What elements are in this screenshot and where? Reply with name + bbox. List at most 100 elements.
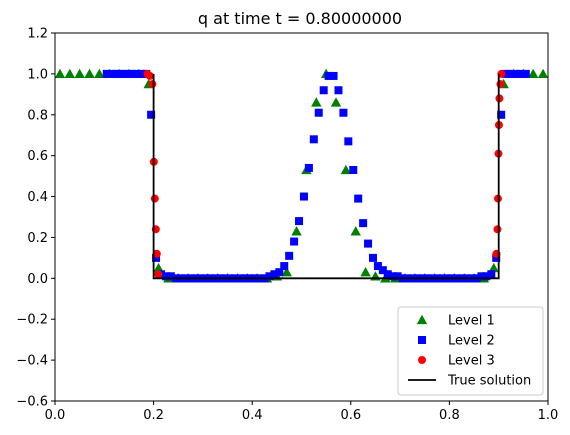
- legend-label-level-3: Level 3: [448, 354, 495, 369]
- point-level-3: [154, 270, 163, 279]
- y-tick-label: 1.2: [27, 27, 48, 42]
- point-level-3: [496, 80, 505, 89]
- point-level-2: [275, 268, 284, 277]
- y-tick-label: 0.0: [27, 272, 48, 287]
- point-level-2: [368, 253, 377, 262]
- point-level-2: [497, 110, 506, 119]
- legend-swatch-level-3: [418, 356, 426, 364]
- point-level-2: [373, 262, 382, 271]
- point-level-2: [265, 272, 274, 281]
- point-level-2: [280, 262, 289, 271]
- y-tick-label: −0.4: [16, 354, 48, 369]
- point-level-2: [295, 217, 304, 226]
- point-level-2: [319, 86, 328, 95]
- point-level-1: [311, 97, 322, 107]
- y-tick-label: 0.6: [27, 149, 48, 164]
- point-level-2: [393, 272, 402, 281]
- point-level-2: [107, 69, 116, 78]
- point-level-1: [340, 164, 352, 175]
- point-level-2: [127, 69, 136, 78]
- legend-label-level-1: Level 1: [448, 314, 495, 329]
- point-level-2: [354, 194, 363, 203]
- point-level-3: [150, 194, 159, 203]
- point-level-1: [153, 262, 164, 273]
- point-level-1: [488, 262, 499, 273]
- point-level-2: [122, 69, 131, 78]
- y-tick-label: 0.2: [27, 231, 48, 246]
- point-level-2: [314, 108, 323, 117]
- legend-swatch-level-1: [416, 314, 428, 325]
- x-tick-label: 1.0: [538, 408, 559, 423]
- point-level-2: [349, 165, 358, 174]
- x-tick-label: 0.0: [45, 408, 66, 423]
- point-level-1: [537, 68, 548, 79]
- point-level-2: [383, 270, 392, 279]
- point-level-2: [285, 251, 294, 260]
- y-tick-label: −0.2: [16, 313, 48, 328]
- point-level-2: [290, 237, 299, 246]
- point-level-2: [502, 69, 511, 78]
- point-level-2: [112, 69, 121, 78]
- point-level-3: [148, 80, 157, 89]
- point-level-2: [166, 272, 175, 281]
- legend: Level 1 Level 2 Level 3 True solution: [397, 306, 544, 396]
- x-tick-label: 0.2: [143, 408, 164, 423]
- point-level-1: [281, 267, 292, 277]
- point-level-1: [330, 97, 342, 107]
- point-level-1: [74, 68, 85, 79]
- point-level-1: [291, 226, 302, 236]
- x-tick-label: 0.6: [340, 408, 361, 423]
- series-true-solution-line: [152, 73, 500, 280]
- point-level-2: [309, 135, 318, 144]
- point-level-2: [359, 219, 368, 228]
- point-level-2: [364, 239, 373, 248]
- point-level-2: [304, 163, 313, 172]
- point-level-2: [161, 272, 170, 281]
- legend-swatch-level-2: [418, 336, 426, 344]
- x-tick-label: 0.8: [439, 408, 460, 423]
- point-level-2: [388, 272, 397, 281]
- point-level-2: [516, 69, 525, 78]
- x-tick-label: 0.4: [242, 408, 263, 423]
- point-level-2: [137, 69, 146, 78]
- point-level-2: [344, 137, 353, 146]
- point-level-2: [329, 71, 338, 80]
- point-level-2: [132, 69, 141, 78]
- point-level-2: [507, 69, 516, 78]
- y-tick-label: 0.4: [27, 190, 48, 205]
- point-level-2: [147, 110, 156, 119]
- point-level-2: [270, 270, 279, 279]
- point-level-1: [64, 68, 75, 79]
- point-level-2: [521, 69, 530, 78]
- point-level-1: [360, 267, 371, 277]
- y-tick-label: 1.0: [27, 67, 48, 82]
- point-level-1: [350, 226, 361, 236]
- point-level-2: [117, 69, 126, 78]
- point-level-3: [145, 71, 154, 80]
- chart-title: q at time t = 0.80000000: [198, 9, 402, 28]
- point-level-1: [94, 68, 105, 79]
- point-level-2: [299, 192, 308, 201]
- point-level-1: [55, 68, 66, 79]
- legend-label-level-2: Level 2: [448, 334, 495, 349]
- point-level-3: [152, 249, 161, 258]
- point-level-2: [334, 86, 343, 95]
- y-tick-label: −0.6: [16, 395, 48, 410]
- point-level-2: [482, 272, 491, 281]
- legend-box: [397, 306, 544, 396]
- point-level-2: [378, 266, 387, 275]
- point-level-2: [339, 108, 348, 117]
- point-level-2: [487, 270, 496, 279]
- point-level-3: [493, 225, 502, 234]
- point-level-2: [511, 69, 520, 78]
- legend-label-true-solution: True solution: [447, 374, 531, 389]
- point-level-2: [477, 272, 486, 281]
- plot-frame: [54, 32, 549, 402]
- point-level-2: [152, 253, 161, 262]
- y-tick-label: 0.8: [27, 108, 48, 123]
- point-level-2: [102, 69, 111, 78]
- point-level-1: [84, 68, 95, 79]
- point-level-2: [324, 71, 333, 80]
